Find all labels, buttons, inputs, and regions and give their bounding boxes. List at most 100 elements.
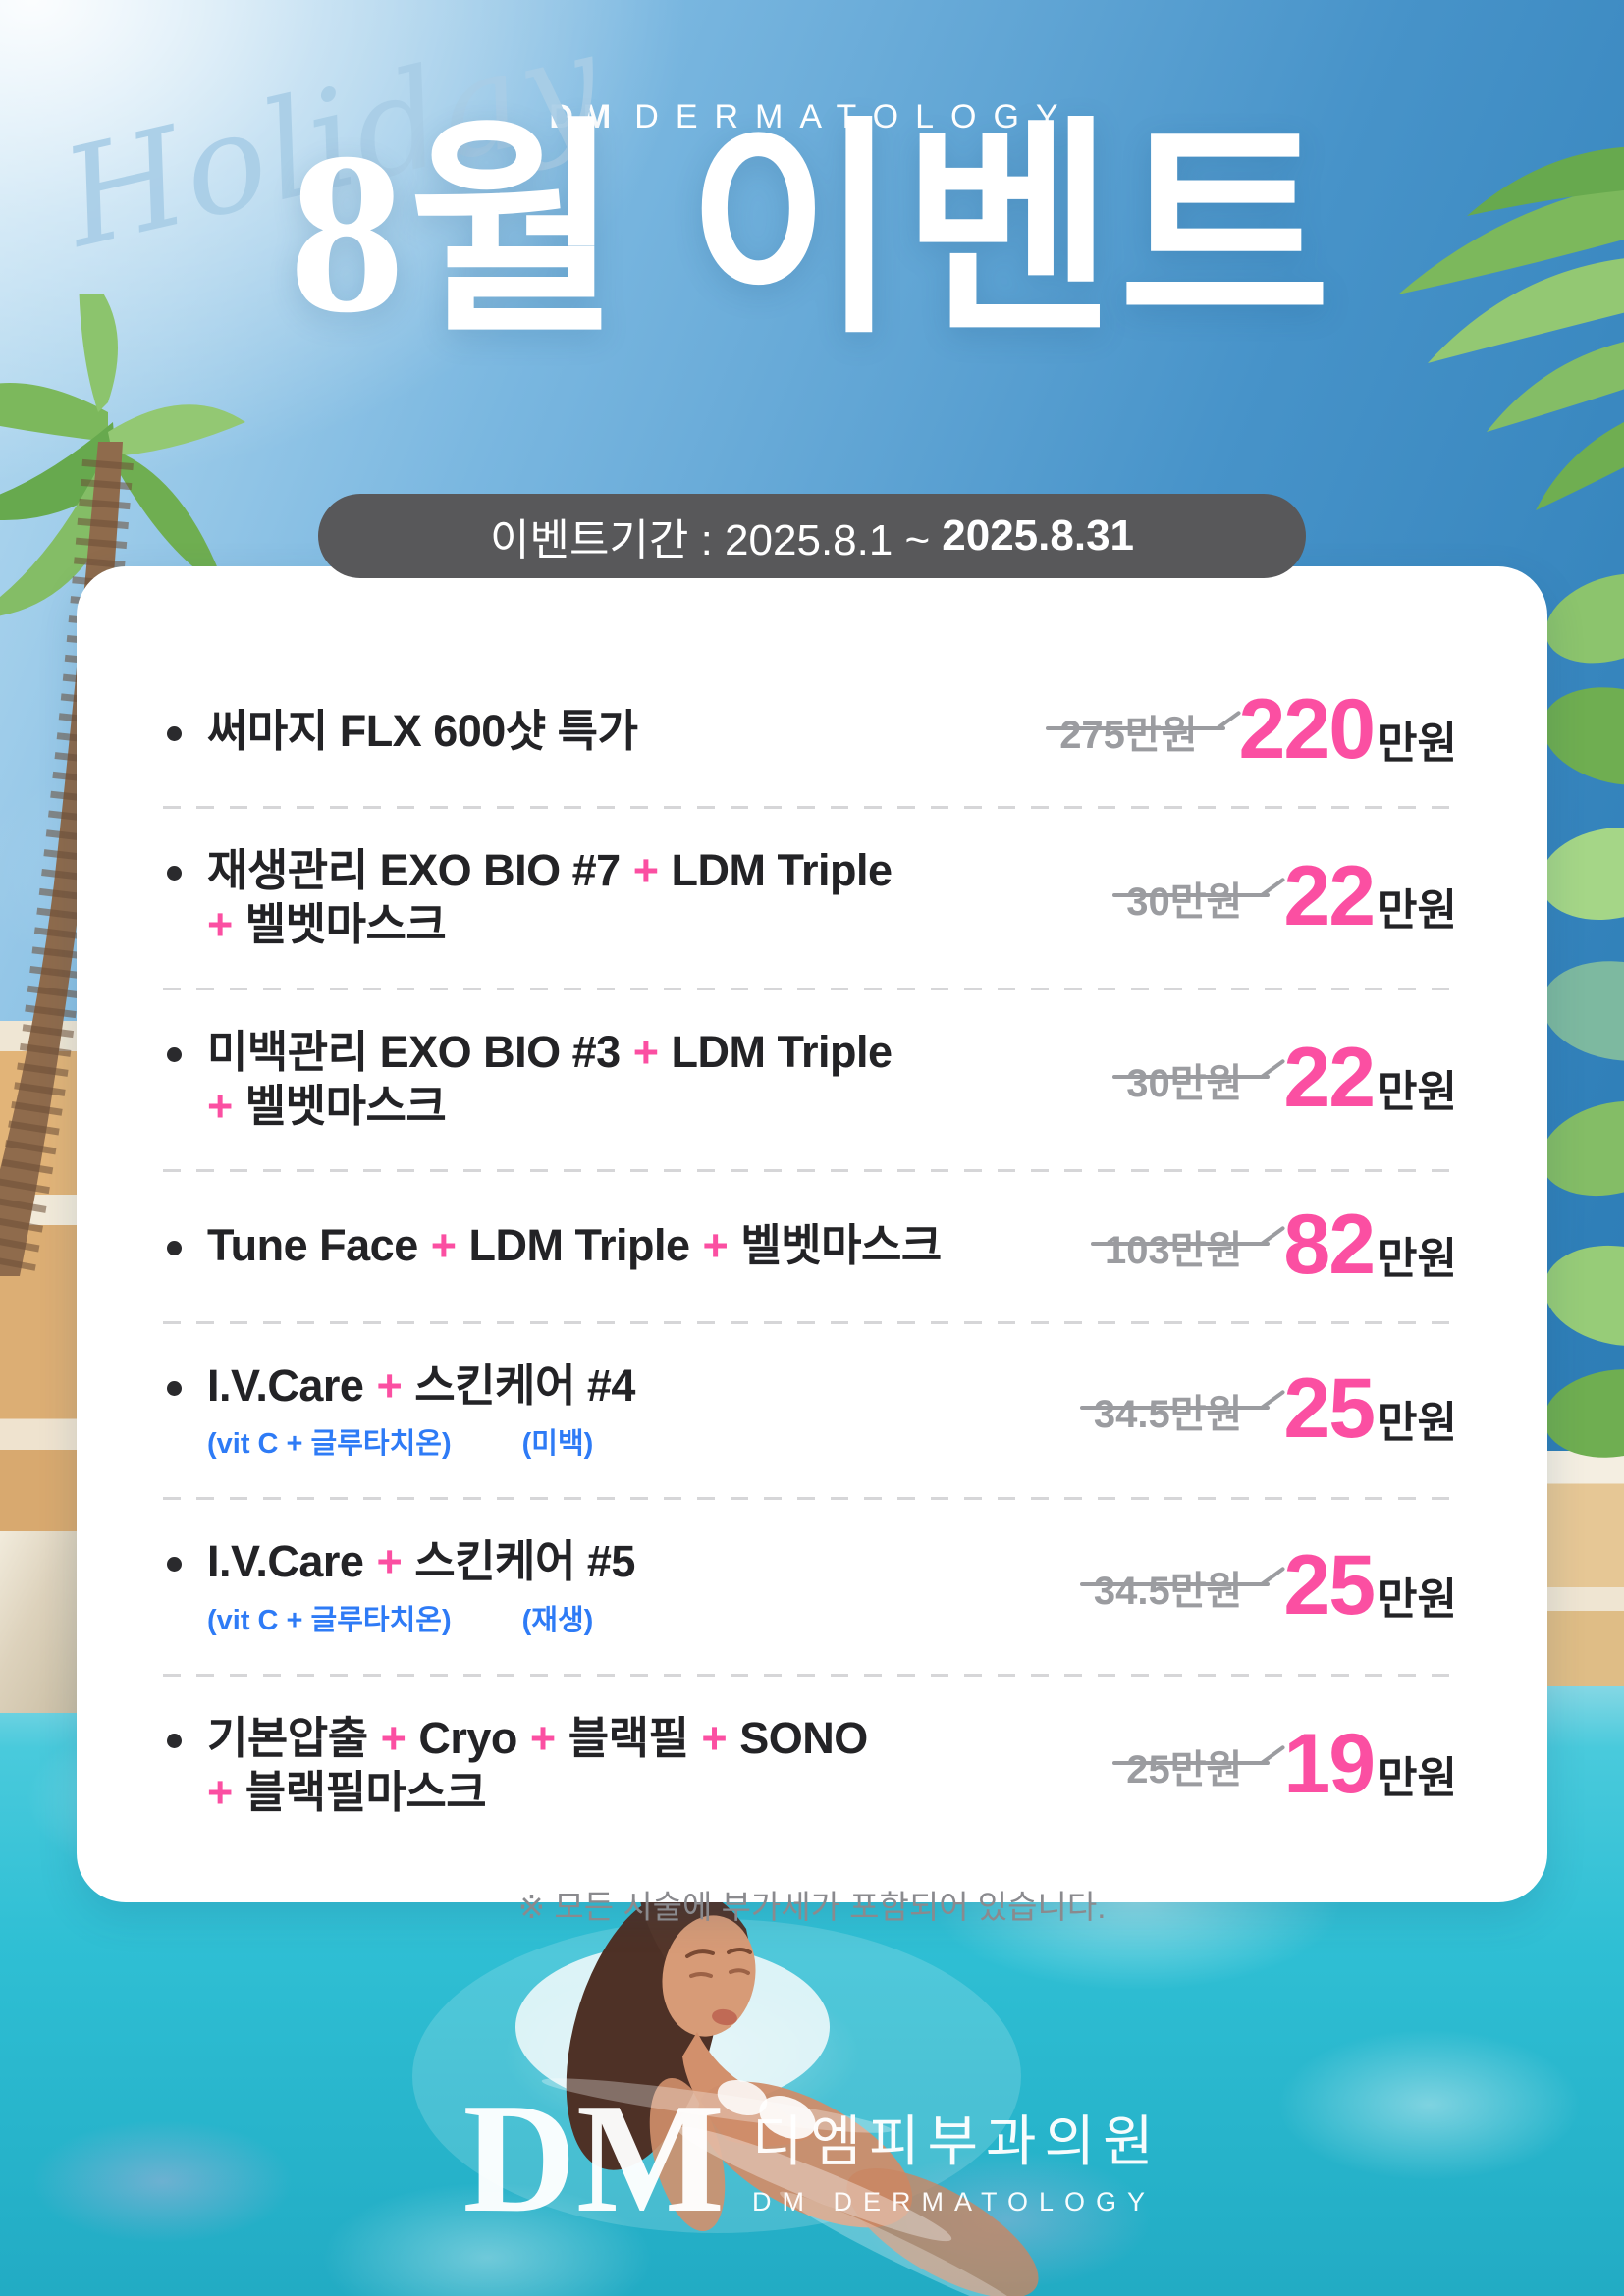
price-list-item: I.V.Care + 스킨케어 #5 (vit C + 글루타치온) (재생) 34…: [159, 1500, 1465, 1674]
bullet-icon: [167, 866, 182, 881]
event-period-banner: 이벤트기간 : 2025.8.1 ~ 2025.8.31: [318, 494, 1306, 578]
plus-icon: +: [430, 1220, 457, 1271]
item-name: I.V.Care: [207, 1536, 364, 1587]
plus-icon: +: [632, 845, 659, 895]
dashed-divider: [163, 806, 1461, 809]
old-price: 275만원: [1046, 703, 1241, 760]
dashed-divider: [163, 1320, 1461, 1324]
clinic-logo-text: DERMATOLOGY: [634, 98, 1075, 135]
clinic-name-english: DM DERMATOLOGY: [751, 2187, 1156, 2217]
pool-deck: [0, 1526, 77, 1713]
page-title: 8월 이벤트: [289, 105, 1335, 360]
bullet-icon: [167, 1046, 182, 1062]
strike-line: [1079, 1406, 1271, 1410]
bullet-icon: [167, 1241, 182, 1256]
item-name: 벨벳마스크: [244, 1080, 447, 1131]
plus-icon: +: [207, 1080, 233, 1131]
item-subnote: (vit C + 글루타치온): [207, 1605, 452, 1637]
arrow-tick-icon: [1260, 1225, 1286, 1246]
arrow-tick-icon: [1260, 1566, 1286, 1587]
strike-line: [1112, 1074, 1271, 1079]
plus-icon: +: [207, 1767, 233, 1818]
plus-icon: +: [632, 1026, 659, 1077]
plus-icon: +: [207, 898, 233, 949]
item-name: 블랙필: [568, 1713, 689, 1764]
old-price: 30만원: [1112, 870, 1286, 927]
new-price: 19 만원: [1283, 1717, 1457, 1812]
item-name: 스킨케어 #4: [414, 1360, 635, 1411]
item-name: 기본압출: [207, 1713, 368, 1764]
strike-line: [1091, 1241, 1271, 1246]
price-list-card: 써마지 FLX 600샷 특가 275만원 220 만원 재생관리 EXO BIO…: [77, 566, 1547, 1925]
palm-leaves-right-icon: [1540, 573, 1624, 1458]
item-name: 블랙필마스크: [244, 1767, 487, 1818]
item-subnote: (vit C + 글루타치온): [207, 1428, 452, 1461]
item-name: I.V.Care: [207, 1360, 364, 1411]
strike-line: [1046, 726, 1225, 730]
arrow-tick-icon: [1215, 710, 1241, 731]
plus-icon: +: [701, 1713, 728, 1764]
dashed-divider: [163, 1674, 1461, 1678]
item-subnote: (재생): [521, 1605, 594, 1637]
new-price: 22 만원: [1283, 1030, 1457, 1125]
item-name: 미백관리 EXO BIO #3: [207, 1026, 621, 1077]
dashed-divider: [163, 1497, 1461, 1501]
dashed-divider: [163, 1168, 1461, 1172]
plus-icon: +: [380, 1713, 406, 1764]
price-list-item: 기본압출 + Cryo + 블랙필 + SONO + 블랙필마스크 25만원 19 만원: [159, 1677, 1465, 1855]
price-list-item: 미백관리 EXO BIO #3 + LDM Triple + 벨벳마스크 30만원 2…: [159, 990, 1465, 1169]
bullet-icon: [167, 1380, 182, 1396]
new-price: 82 만원: [1283, 1197, 1457, 1292]
old-price: 103만원: [1091, 1218, 1286, 1275]
arrow-tick-icon: [1260, 1058, 1286, 1080]
clinic-logo-dm: DM: [549, 98, 622, 135]
strike-line: [1079, 1581, 1271, 1586]
item-name: 스킨케어 #5: [414, 1536, 635, 1587]
bullet-icon: [167, 725, 182, 741]
item-name: LDM Triple: [468, 1220, 691, 1271]
price-list-item: Tune Face + LDM Triple + 벨벳마스크 103만원 82 만원: [159, 1172, 1465, 1321]
plus-icon: +: [376, 1360, 403, 1411]
strike-line: [1112, 892, 1271, 897]
item-name: 써마지 FLX 600샷 특가: [207, 705, 638, 756]
event-period-label: 이벤트기간 : 2025.8.1 ~: [489, 516, 931, 564]
item-name: 벨벳마스크: [740, 1220, 942, 1271]
item-name: Tune Face: [207, 1220, 418, 1271]
price-list-item: 써마지 FLX 600샷 특가 275만원 220 만원: [159, 657, 1465, 806]
old-price: 34.5만원: [1079, 1559, 1286, 1616]
palm-leaves-top-right-icon: [1398, 146, 1624, 510]
building-right: [1547, 1451, 1624, 1686]
item-name: Cryo: [418, 1713, 517, 1764]
vat-note: ※ 모든 시술에 부가세가 포함되어 있습니다.: [517, 1889, 1107, 1926]
clinic-logo-top: DM DERMATOLOGY: [0, 98, 1624, 136]
item-name: LDM Triple: [671, 1026, 893, 1077]
dm-logo-mark: DM: [462, 2070, 725, 2245]
old-price: 34.5만원: [1079, 1382, 1286, 1439]
clinic-name-korean: 디엠피부과의원: [751, 2110, 1162, 2173]
plus-icon: +: [376, 1536, 403, 1587]
old-price: 25만원: [1112, 1737, 1286, 1794]
item-subnote: (미백): [521, 1428, 594, 1461]
arrow-tick-icon: [1260, 1744, 1286, 1766]
new-price: 22 만원: [1283, 848, 1457, 943]
event-period-end-date: 2025.8.31: [942, 511, 1135, 560]
plus-icon: +: [529, 1713, 556, 1764]
price-list-item: 재생관리 EXO BIO #7 + LDM Triple + 벨벳마스크 30만원 2…: [159, 809, 1465, 988]
bullet-icon: [167, 1557, 182, 1573]
clinic-logo-footer: DM 디엠피부과의원 DM DERMATOLOGY: [0, 2070, 1624, 2245]
plus-icon: +: [702, 1220, 729, 1271]
swimming-woman-photo: [412, 1885, 1039, 2296]
new-price: 25 만원: [1283, 1537, 1457, 1632]
arrow-tick-icon: [1260, 1389, 1286, 1411]
dashed-divider: [163, 987, 1461, 990]
item-name: LDM Triple: [671, 845, 893, 895]
item-name: 재생관리 EXO BIO #7: [207, 845, 621, 895]
new-price: 25 만원: [1283, 1362, 1457, 1456]
new-price: 220 만원: [1238, 682, 1457, 776]
old-price: 30만원: [1112, 1051, 1286, 1108]
strike-line: [1112, 1761, 1271, 1766]
bullet-icon: [167, 1734, 182, 1749]
item-name: 벨벳마스크: [244, 898, 447, 949]
price-list-item: I.V.Care + 스킨케어 #4 (vit C + 글루타치온) (미백) 34…: [159, 1324, 1465, 1498]
